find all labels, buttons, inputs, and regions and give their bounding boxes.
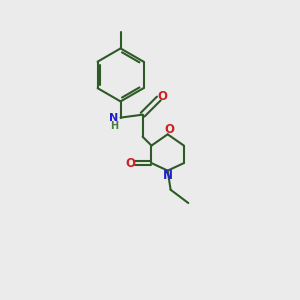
Text: N: N (110, 112, 119, 123)
Text: O: O (125, 157, 135, 169)
Text: O: O (164, 123, 174, 136)
Text: H: H (110, 121, 118, 131)
Text: N: N (163, 169, 173, 182)
Text: O: O (158, 90, 167, 103)
